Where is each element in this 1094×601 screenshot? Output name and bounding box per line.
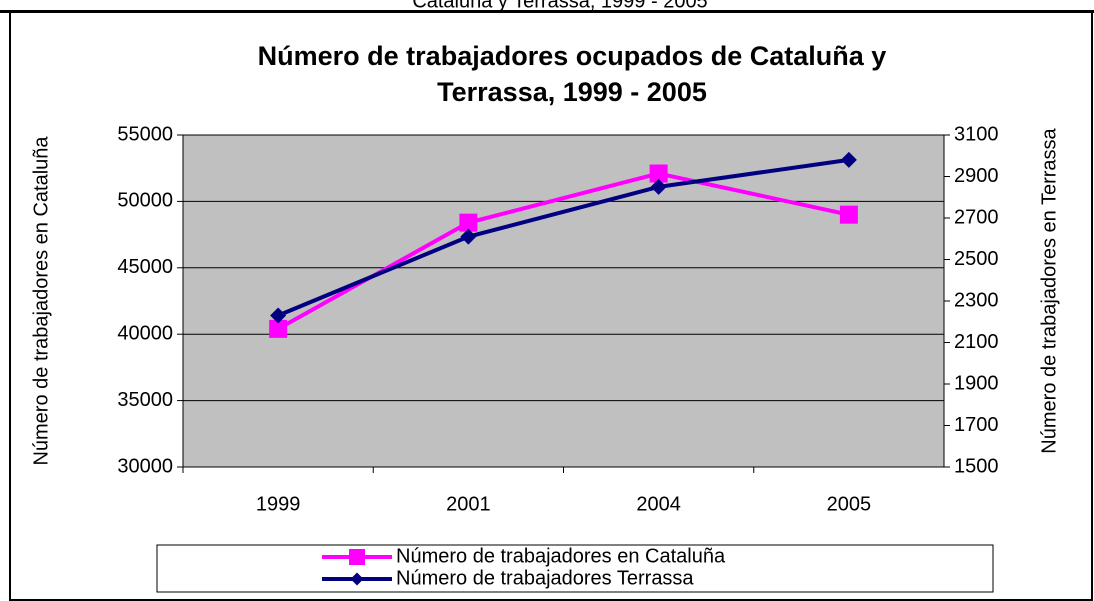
x-tick-label: 2005 [827,493,872,515]
marker [349,549,365,565]
y-tick-label: 55000 [117,123,173,145]
series-line [277,157,850,318]
marker [840,151,857,168]
marker [269,319,288,338]
marker [650,178,667,195]
y-tick-label: 50000 [117,190,173,212]
plot-area [182,134,945,468]
marker [649,164,668,183]
frame-top [0,10,1094,13]
chart-title: Número de trabajadores ocupados de Catal… [258,41,887,71]
y2-tick-label: 1700 [954,414,999,436]
y-tick-label: 45000 [117,256,173,278]
y-tick-label: 40000 [117,322,173,344]
y2-tick-label: 2100 [954,331,999,353]
y2-tick-label: 2500 [954,248,999,270]
legend-label: Número de trabajadores Terrassa [396,567,694,589]
x-tick-label: 1999 [256,493,301,515]
y2-tick-label: 2700 [954,206,999,228]
marker [350,572,364,586]
y2-axis-label: Número de trabajadores en Terrassa [1038,127,1060,453]
legend [156,544,994,593]
legend-label: Número de trabajadores en Cataluña [396,545,726,567]
y2-tick-label: 1900 [954,372,999,394]
marker [460,228,477,245]
marker [839,205,858,224]
y2-tick-label: 1500 [954,455,999,477]
x-tick-label: 2004 [636,493,681,515]
chart-title: Terrassa, 1999 - 2005 [437,77,707,107]
y2-tick-label: 2900 [954,165,999,187]
y-tick-label: 30000 [117,455,173,477]
y2-tick-label: 3100 [954,123,999,145]
y-tick-label: 35000 [117,389,173,411]
y-axis-label: Número de trabajadores en Cataluña [30,136,52,466]
x-tick-label: 2001 [446,493,491,515]
marker [270,307,287,324]
caption: Cataluña y Terrassa, 1999 - 2005 [412,0,707,12]
marker [459,213,478,232]
y2-tick-label: 2300 [954,289,999,311]
